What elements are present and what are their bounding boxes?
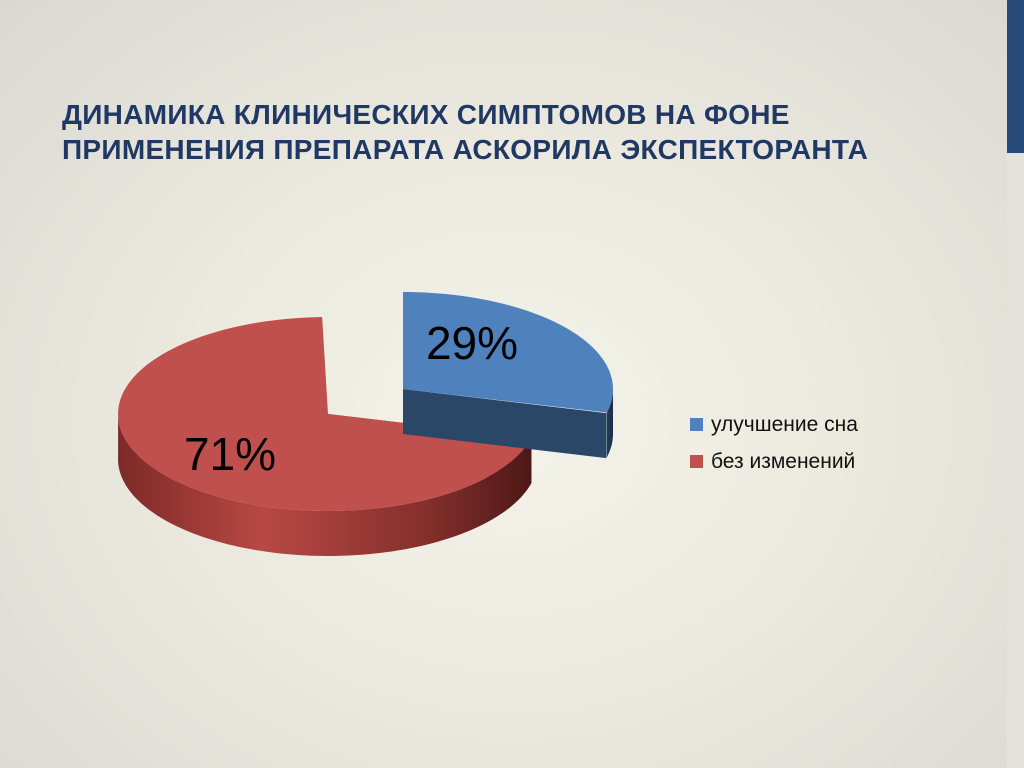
chart-legend: улучшение сна без изменений	[690, 410, 858, 484]
slice-cut-face	[403, 389, 607, 459]
legend-item: улучшение сна	[690, 410, 858, 439]
slice-outer-wall	[118, 416, 532, 556]
legend-swatch	[690, 455, 703, 468]
data-label: 29%	[426, 317, 518, 369]
legend-label: без изменений	[711, 449, 856, 473]
pie-slice-0	[403, 292, 613, 459]
legend-swatch	[690, 418, 703, 431]
slice-outer-wall	[606, 389, 613, 458]
pie-slice-1	[118, 317, 532, 556]
data-label: 71%	[184, 428, 276, 480]
slice-top-face	[118, 317, 532, 511]
slide-title: Динамика клинических симптомов на фоне п…	[62, 99, 869, 165]
slide-edge-bar	[1007, 0, 1024, 768]
slide-edge-accent	[1007, 0, 1024, 153]
legend-item: без изменений	[690, 447, 858, 476]
slice-top-face	[403, 292, 613, 413]
legend-label: улучшение сна	[711, 412, 858, 436]
